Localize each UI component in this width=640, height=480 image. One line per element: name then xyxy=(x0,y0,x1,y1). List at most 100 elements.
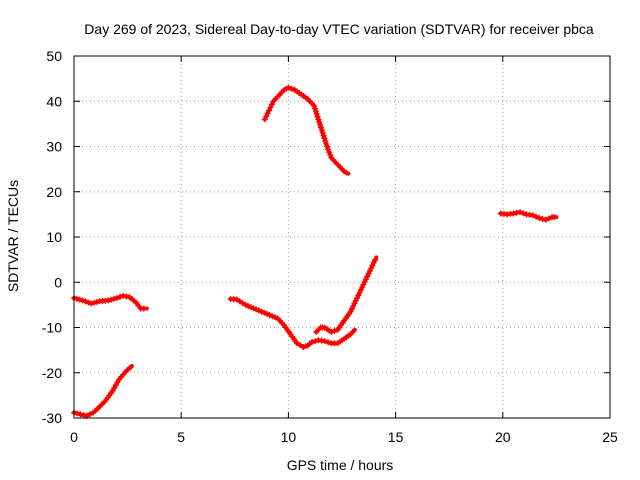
data-point xyxy=(134,301,138,305)
data-point xyxy=(316,338,320,342)
data-point xyxy=(282,323,286,327)
data-point xyxy=(353,328,357,332)
data-point xyxy=(306,344,310,348)
data-point xyxy=(115,296,119,300)
data-point xyxy=(138,306,142,310)
data-point xyxy=(342,337,346,341)
data-point xyxy=(282,88,286,92)
y-tick-label: 10 xyxy=(46,229,62,245)
data-point xyxy=(78,412,82,416)
data-point xyxy=(121,294,125,298)
data-point xyxy=(329,156,333,160)
data-point xyxy=(336,163,340,167)
data-point xyxy=(319,326,323,329)
y-tick-label: 0 xyxy=(54,274,62,290)
x-tick-label: 0 xyxy=(70,429,78,445)
data-point xyxy=(81,298,85,302)
axis-ticks: 0 5 10 15 20 25 -30 -20 -10 0 10 20 30 40 50 xyxy=(42,48,618,445)
data-point xyxy=(128,295,132,299)
x-tick-label: 20 xyxy=(495,429,511,445)
y-tick-label: 30 xyxy=(46,139,62,155)
y-tick-label: 20 xyxy=(46,184,62,200)
series-track-4 xyxy=(313,255,379,335)
data-point xyxy=(229,297,233,301)
data-point xyxy=(271,99,275,103)
data-point xyxy=(293,88,297,92)
data-point xyxy=(301,345,305,349)
data-point xyxy=(91,411,95,415)
data-point xyxy=(310,340,314,344)
data-point xyxy=(349,332,353,336)
data-point xyxy=(505,212,509,216)
data-point xyxy=(323,339,327,343)
x-tick-label: 15 xyxy=(388,429,404,445)
data-point xyxy=(265,312,269,316)
data-point xyxy=(85,414,89,418)
data-point xyxy=(550,215,554,219)
chart-title: Day 269 of 2023, Sidereal Day-to-day VTE… xyxy=(84,21,594,37)
data-point xyxy=(244,303,248,307)
data-point xyxy=(329,341,333,345)
data-point xyxy=(312,104,316,108)
data-point xyxy=(89,302,93,306)
data-point xyxy=(325,145,329,148)
series-markers xyxy=(71,364,133,419)
data-point xyxy=(355,296,359,300)
data-point xyxy=(512,211,516,215)
grid xyxy=(74,56,610,418)
data-point xyxy=(295,341,299,345)
data-point xyxy=(349,310,353,314)
data-point xyxy=(342,319,346,323)
y-tick-label: -30 xyxy=(42,410,62,426)
data-point xyxy=(499,211,503,215)
series-layer xyxy=(71,84,559,419)
data-point xyxy=(323,326,327,329)
x-tick-label: 25 xyxy=(602,429,618,445)
data-point xyxy=(106,298,110,302)
data-point xyxy=(98,405,102,409)
data-point xyxy=(554,215,558,219)
data-point xyxy=(299,92,303,96)
data-point xyxy=(123,370,127,374)
data-point xyxy=(314,330,318,334)
data-point xyxy=(130,364,134,368)
data-point xyxy=(524,212,528,216)
y-axis-title: SDTVAR / TECUs xyxy=(5,180,21,292)
data-point xyxy=(329,330,333,334)
series-track-5 xyxy=(261,84,351,176)
series-markers xyxy=(313,257,378,335)
data-point xyxy=(111,389,115,393)
data-point xyxy=(235,297,239,301)
series-track-6 xyxy=(497,209,559,223)
data-point xyxy=(374,255,378,259)
series-track-2 xyxy=(71,364,134,419)
data-point xyxy=(254,307,258,311)
y-tick-label: -10 xyxy=(42,320,62,336)
x-tick-label: 5 xyxy=(177,429,185,445)
y-tick-label: 50 xyxy=(46,48,62,64)
data-point xyxy=(531,213,535,217)
data-point xyxy=(306,97,310,101)
data-point xyxy=(286,86,290,90)
x-tick-label: 10 xyxy=(281,429,297,445)
series-track-1 xyxy=(71,292,149,312)
data-point xyxy=(346,172,350,176)
data-point xyxy=(537,216,541,220)
data-point xyxy=(544,218,548,222)
data-point xyxy=(316,117,320,121)
x-axis-title: GPS time / hours xyxy=(287,457,394,473)
data-point xyxy=(289,332,293,336)
data-point xyxy=(336,341,340,345)
data-point xyxy=(368,269,372,273)
data-point xyxy=(98,299,102,303)
y-tick-label: -20 xyxy=(42,365,62,381)
data-point xyxy=(336,328,340,332)
data-point xyxy=(276,316,280,320)
series-markers xyxy=(261,84,350,176)
data-point xyxy=(278,92,282,96)
y-tick-label: 40 xyxy=(46,93,62,109)
data-point xyxy=(104,398,108,402)
series-track-3 xyxy=(227,296,357,350)
data-point xyxy=(361,283,365,287)
